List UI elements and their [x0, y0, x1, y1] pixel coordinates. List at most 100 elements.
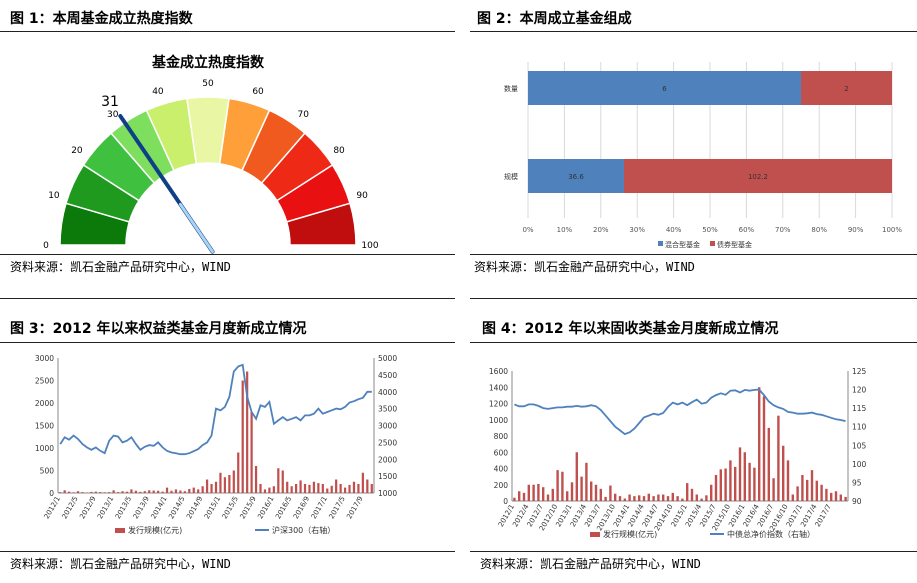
issuance-bar	[566, 491, 569, 501]
right-y-tick-label: 3500	[378, 405, 397, 414]
right-y-tick-label: 90	[852, 497, 862, 506]
issuance-bar	[724, 468, 727, 501]
x-tick-label: 90%	[848, 226, 864, 234]
issuance-bar	[335, 479, 338, 493]
legend-swatch	[710, 241, 715, 246]
issuance-bar	[810, 470, 814, 501]
issuance-bar	[575, 452, 578, 501]
issuance-bar	[604, 496, 607, 501]
x-tick-label: 2017/5	[328, 495, 347, 520]
issuance-bar	[551, 488, 554, 501]
issuance-bar	[179, 490, 182, 493]
issuance-bar	[556, 470, 559, 501]
gauge-tick-label: 60	[252, 87, 264, 97]
issuance-bar	[125, 491, 129, 493]
issuance-bar	[121, 491, 124, 493]
issuance-bar	[370, 484, 373, 493]
issuance-bar	[99, 492, 102, 493]
x-tick-label: 2017/9	[345, 495, 364, 520]
issuance-bar	[772, 478, 775, 501]
left-y-tick-label: 400	[494, 465, 509, 474]
issuance-bar	[268, 487, 271, 493]
issuance-bar	[734, 466, 737, 501]
issuance-bar	[719, 469, 722, 501]
gauge-tick-label: 30	[107, 110, 119, 120]
segment-value-label: 36.6	[568, 173, 584, 181]
issuance-bar	[228, 475, 231, 493]
issuance-bar	[339, 484, 342, 493]
left-y-tick-label: 500	[40, 467, 55, 476]
issuance-bar	[527, 484, 530, 501]
issuance-bar	[246, 371, 249, 493]
legend-label: 债券型基金	[717, 240, 752, 249]
gauge-tick-label: 50	[202, 79, 214, 89]
figure-2-title: 图 2：本周成立基金组成	[477, 11, 632, 27]
issuance-bar	[321, 484, 324, 493]
x-tick-label: 2014/9	[185, 495, 204, 520]
left-y-tick-label: 2000	[35, 399, 54, 408]
issuance-bar	[157, 490, 160, 493]
left-y-tick-label: 1000	[489, 416, 508, 425]
gauge-tick-label: 0	[43, 241, 49, 251]
issuance-bar	[295, 484, 298, 493]
x-tick-label: 2013/5	[114, 495, 133, 520]
x-tick-label: 2015/5	[221, 495, 240, 520]
right-y-tick-label: 2500	[378, 438, 397, 447]
left-y-tick-label: 0	[49, 489, 54, 498]
gauge-needle-highlight	[178, 202, 214, 254]
issuance-bar	[642, 496, 646, 501]
heat-index-gauge: 基金成立热度指数 0 10 20 30 40 50 60 70 80 90 100 31	[43, 54, 379, 254]
left-y-tick-label: 3000	[35, 354, 54, 363]
issuance-bar	[777, 415, 780, 501]
x-tick-label: 30%	[629, 226, 645, 234]
issuance-bar	[241, 380, 244, 493]
issuance-bar	[609, 485, 612, 501]
issuance-bar	[599, 488, 602, 501]
issuance-bar	[748, 462, 751, 501]
figure-2-top-rule	[470, 31, 917, 32]
issuance-bar	[170, 490, 173, 493]
stacked-bar-segment	[801, 71, 892, 105]
issuance-bar	[277, 468, 280, 493]
issuance-bar	[633, 496, 636, 501]
fund-composition-chart: 6 2 36.6 102.2 0% 10% 20% 30% 40% 50% 60% 70% 80% 90…	[504, 62, 902, 249]
gauge-tick-label: 10	[48, 191, 60, 201]
index-line	[514, 388, 846, 436]
issuance-bar	[700, 498, 703, 501]
issuance-bar	[815, 480, 818, 501]
right-y-tick-label: 5000	[378, 354, 397, 363]
x-tick-label: 80%	[811, 226, 827, 234]
right-y-tick-label: 4000	[378, 388, 397, 397]
x-tick-label: 20%	[593, 226, 609, 234]
issuance-bar	[343, 487, 347, 493]
right-y-tick-label: 125	[852, 367, 867, 376]
figure-3-top-rule	[0, 342, 455, 343]
issuance-bar	[183, 491, 186, 493]
issuance-bar	[618, 496, 622, 501]
legend-label: 沪深300（右轴）	[272, 525, 335, 535]
issuance-bar	[580, 476, 583, 501]
x-tick-label: 70%	[775, 226, 791, 234]
issuance-bar	[570, 482, 574, 501]
issuance-bar	[738, 447, 742, 501]
issuance-bar	[681, 498, 684, 501]
x-tick-label: 2012/1	[43, 495, 62, 520]
issuance-bar	[532, 484, 535, 501]
gauge-tick-label: 80	[333, 146, 345, 156]
x-tick-label: 2014/5	[167, 495, 186, 520]
left-y-tick-label: 1600	[489, 367, 508, 376]
issuance-bar	[259, 484, 262, 493]
left-y-tick-label: 0	[503, 497, 508, 506]
issuance-bar	[312, 481, 316, 493]
issuance-bar	[197, 489, 200, 493]
issuance-bar	[165, 487, 169, 493]
issuance-bar	[152, 490, 155, 493]
right-y-tick-label: 115	[852, 404, 867, 413]
index-line	[59, 363, 372, 456]
gauge-tick-label: 40	[152, 87, 164, 97]
issuance-bar	[729, 460, 732, 501]
issuance-bar	[782, 445, 785, 501]
issuance-bar	[148, 490, 151, 493]
issuance-bar	[281, 470, 284, 493]
issuance-bar	[806, 479, 809, 501]
